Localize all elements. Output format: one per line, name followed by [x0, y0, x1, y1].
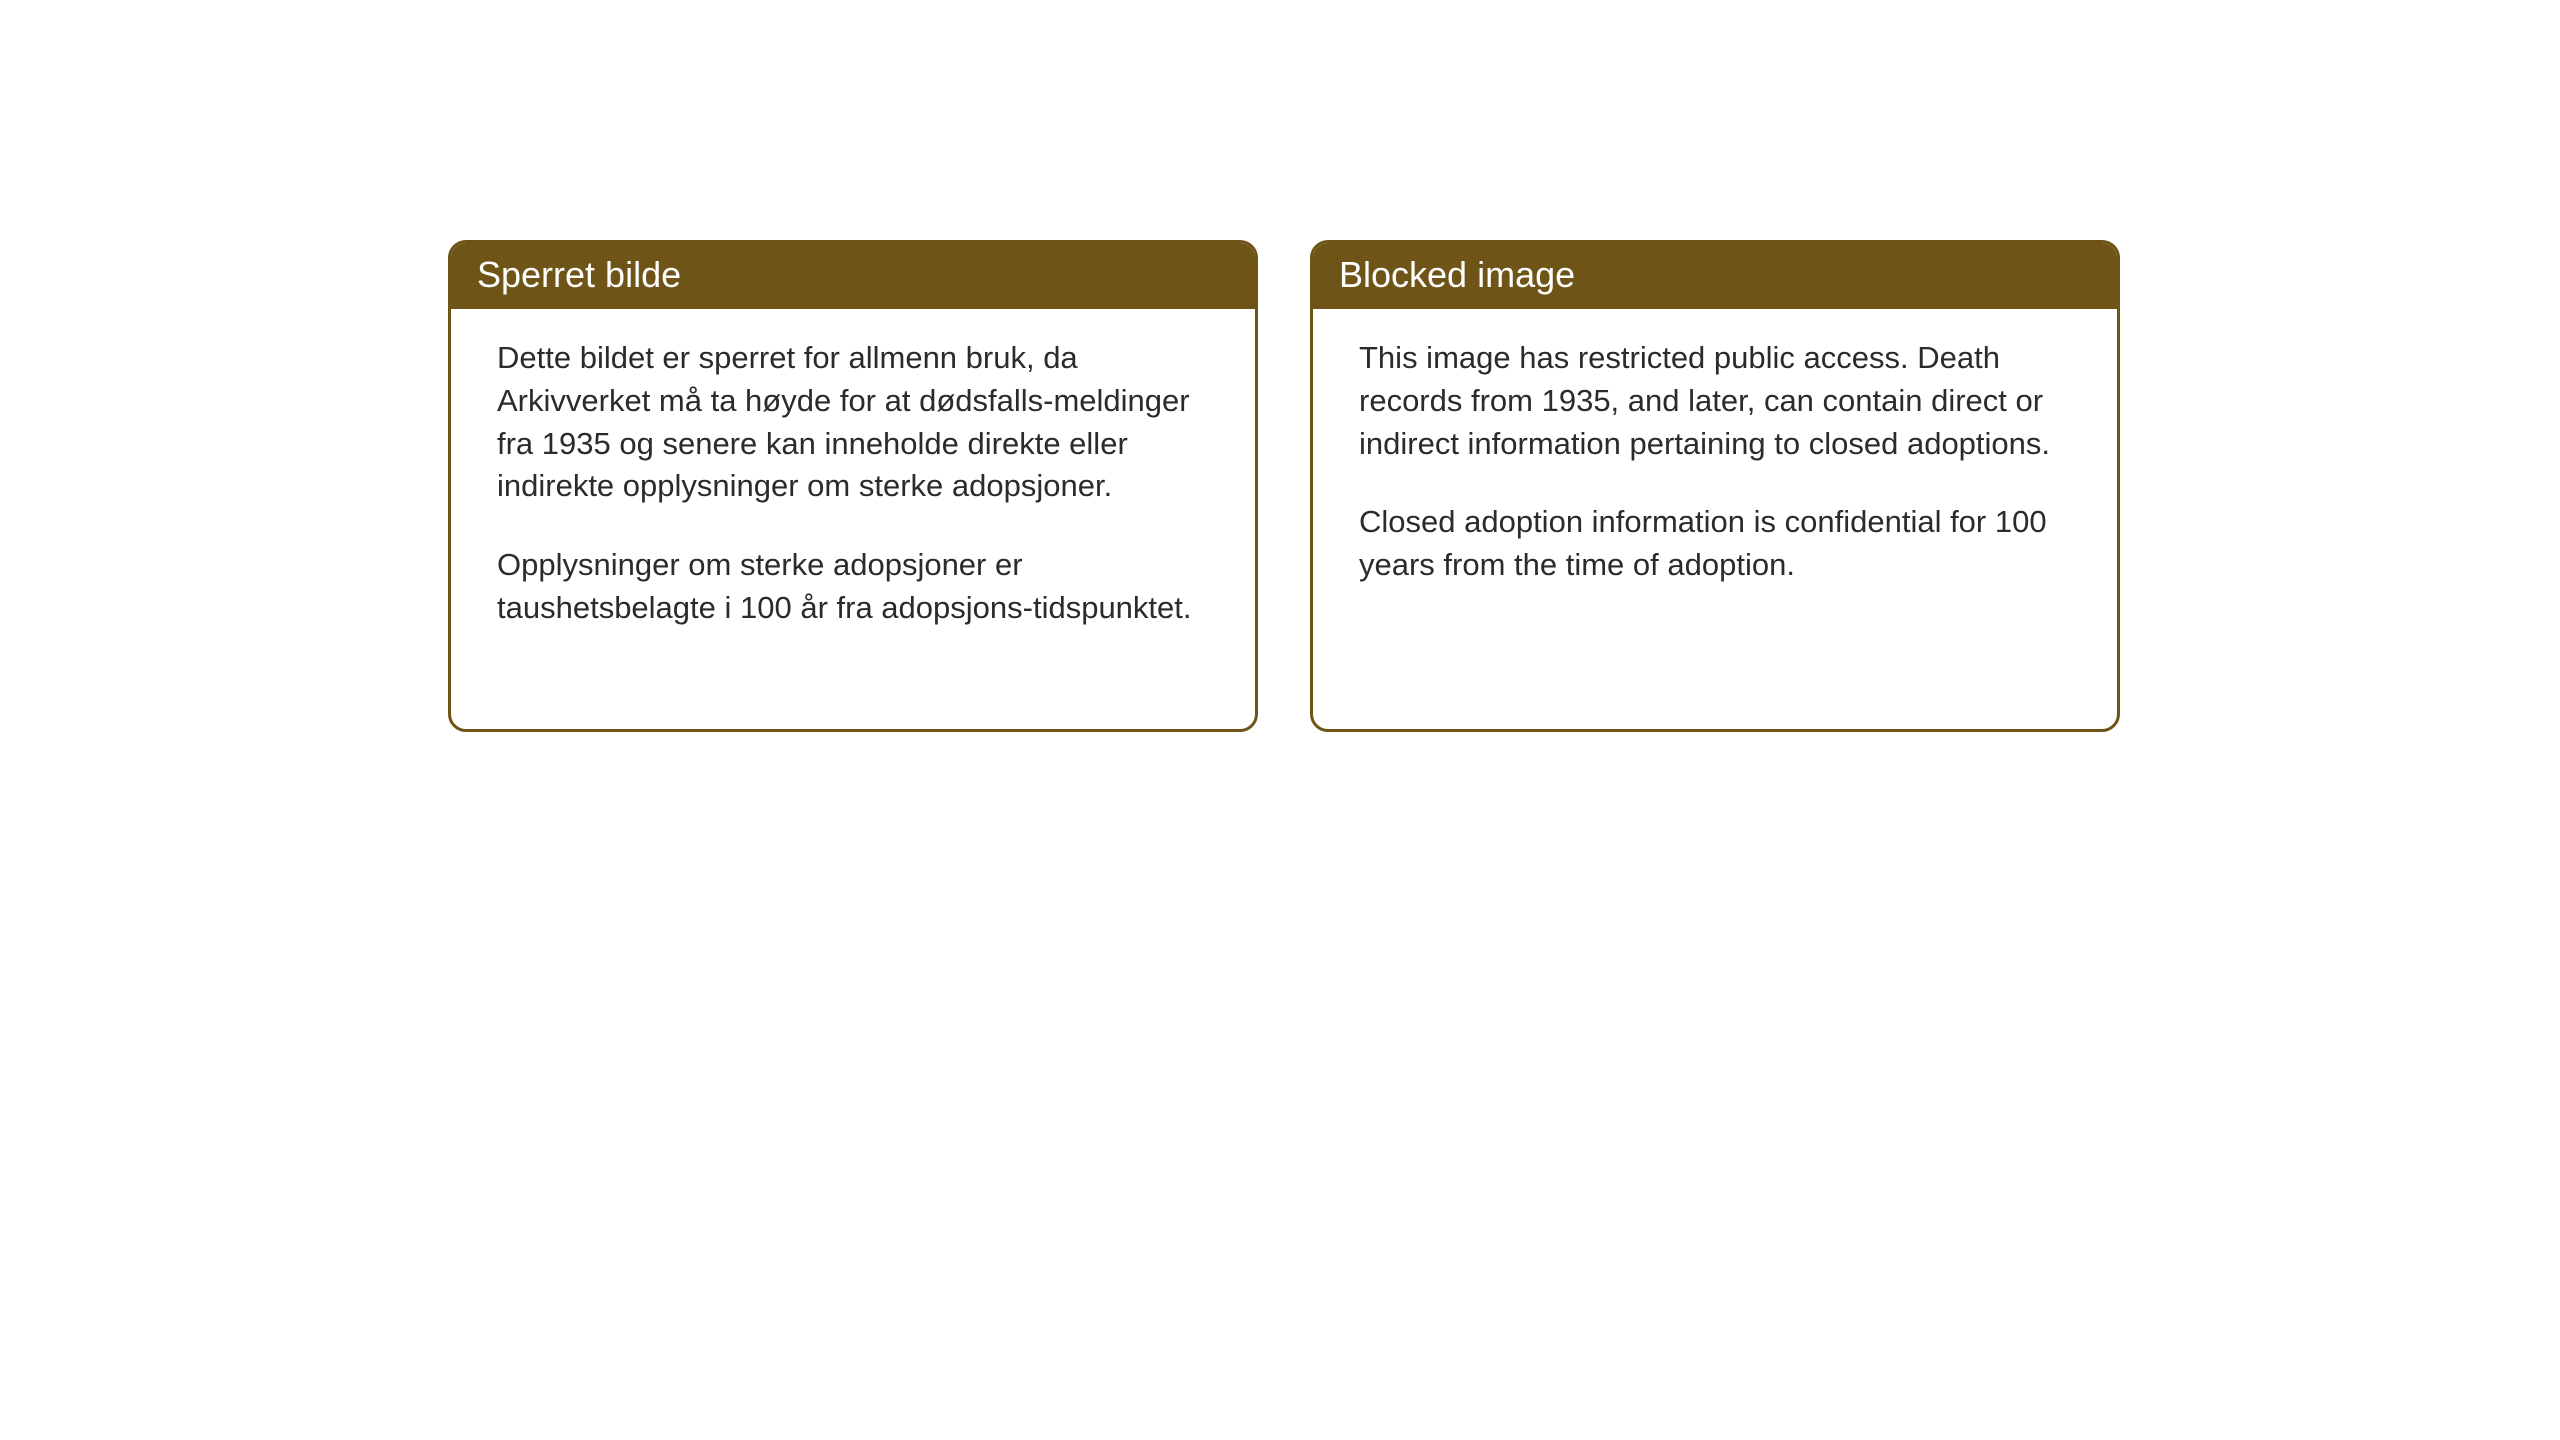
- notice-paragraph: This image has restricted public access.…: [1359, 337, 2075, 465]
- notice-paragraph: Closed adoption information is confident…: [1359, 501, 2075, 587]
- notice-paragraph: Opplysninger om sterke adopsjoner er tau…: [497, 544, 1213, 630]
- notice-body-norwegian: Dette bildet er sperret for allmenn bruk…: [451, 309, 1255, 729]
- notice-card-norwegian: Sperret bilde Dette bildet er sperret fo…: [448, 240, 1258, 732]
- notice-title-norwegian: Sperret bilde: [451, 243, 1255, 309]
- notice-paragraph: Dette bildet er sperret for allmenn bruk…: [497, 337, 1213, 508]
- notice-body-english: This image has restricted public access.…: [1313, 309, 2117, 729]
- notice-card-english: Blocked image This image has restricted …: [1310, 240, 2120, 732]
- notice-container: Sperret bilde Dette bildet er sperret fo…: [0, 0, 2560, 732]
- notice-title-english: Blocked image: [1313, 243, 2117, 309]
